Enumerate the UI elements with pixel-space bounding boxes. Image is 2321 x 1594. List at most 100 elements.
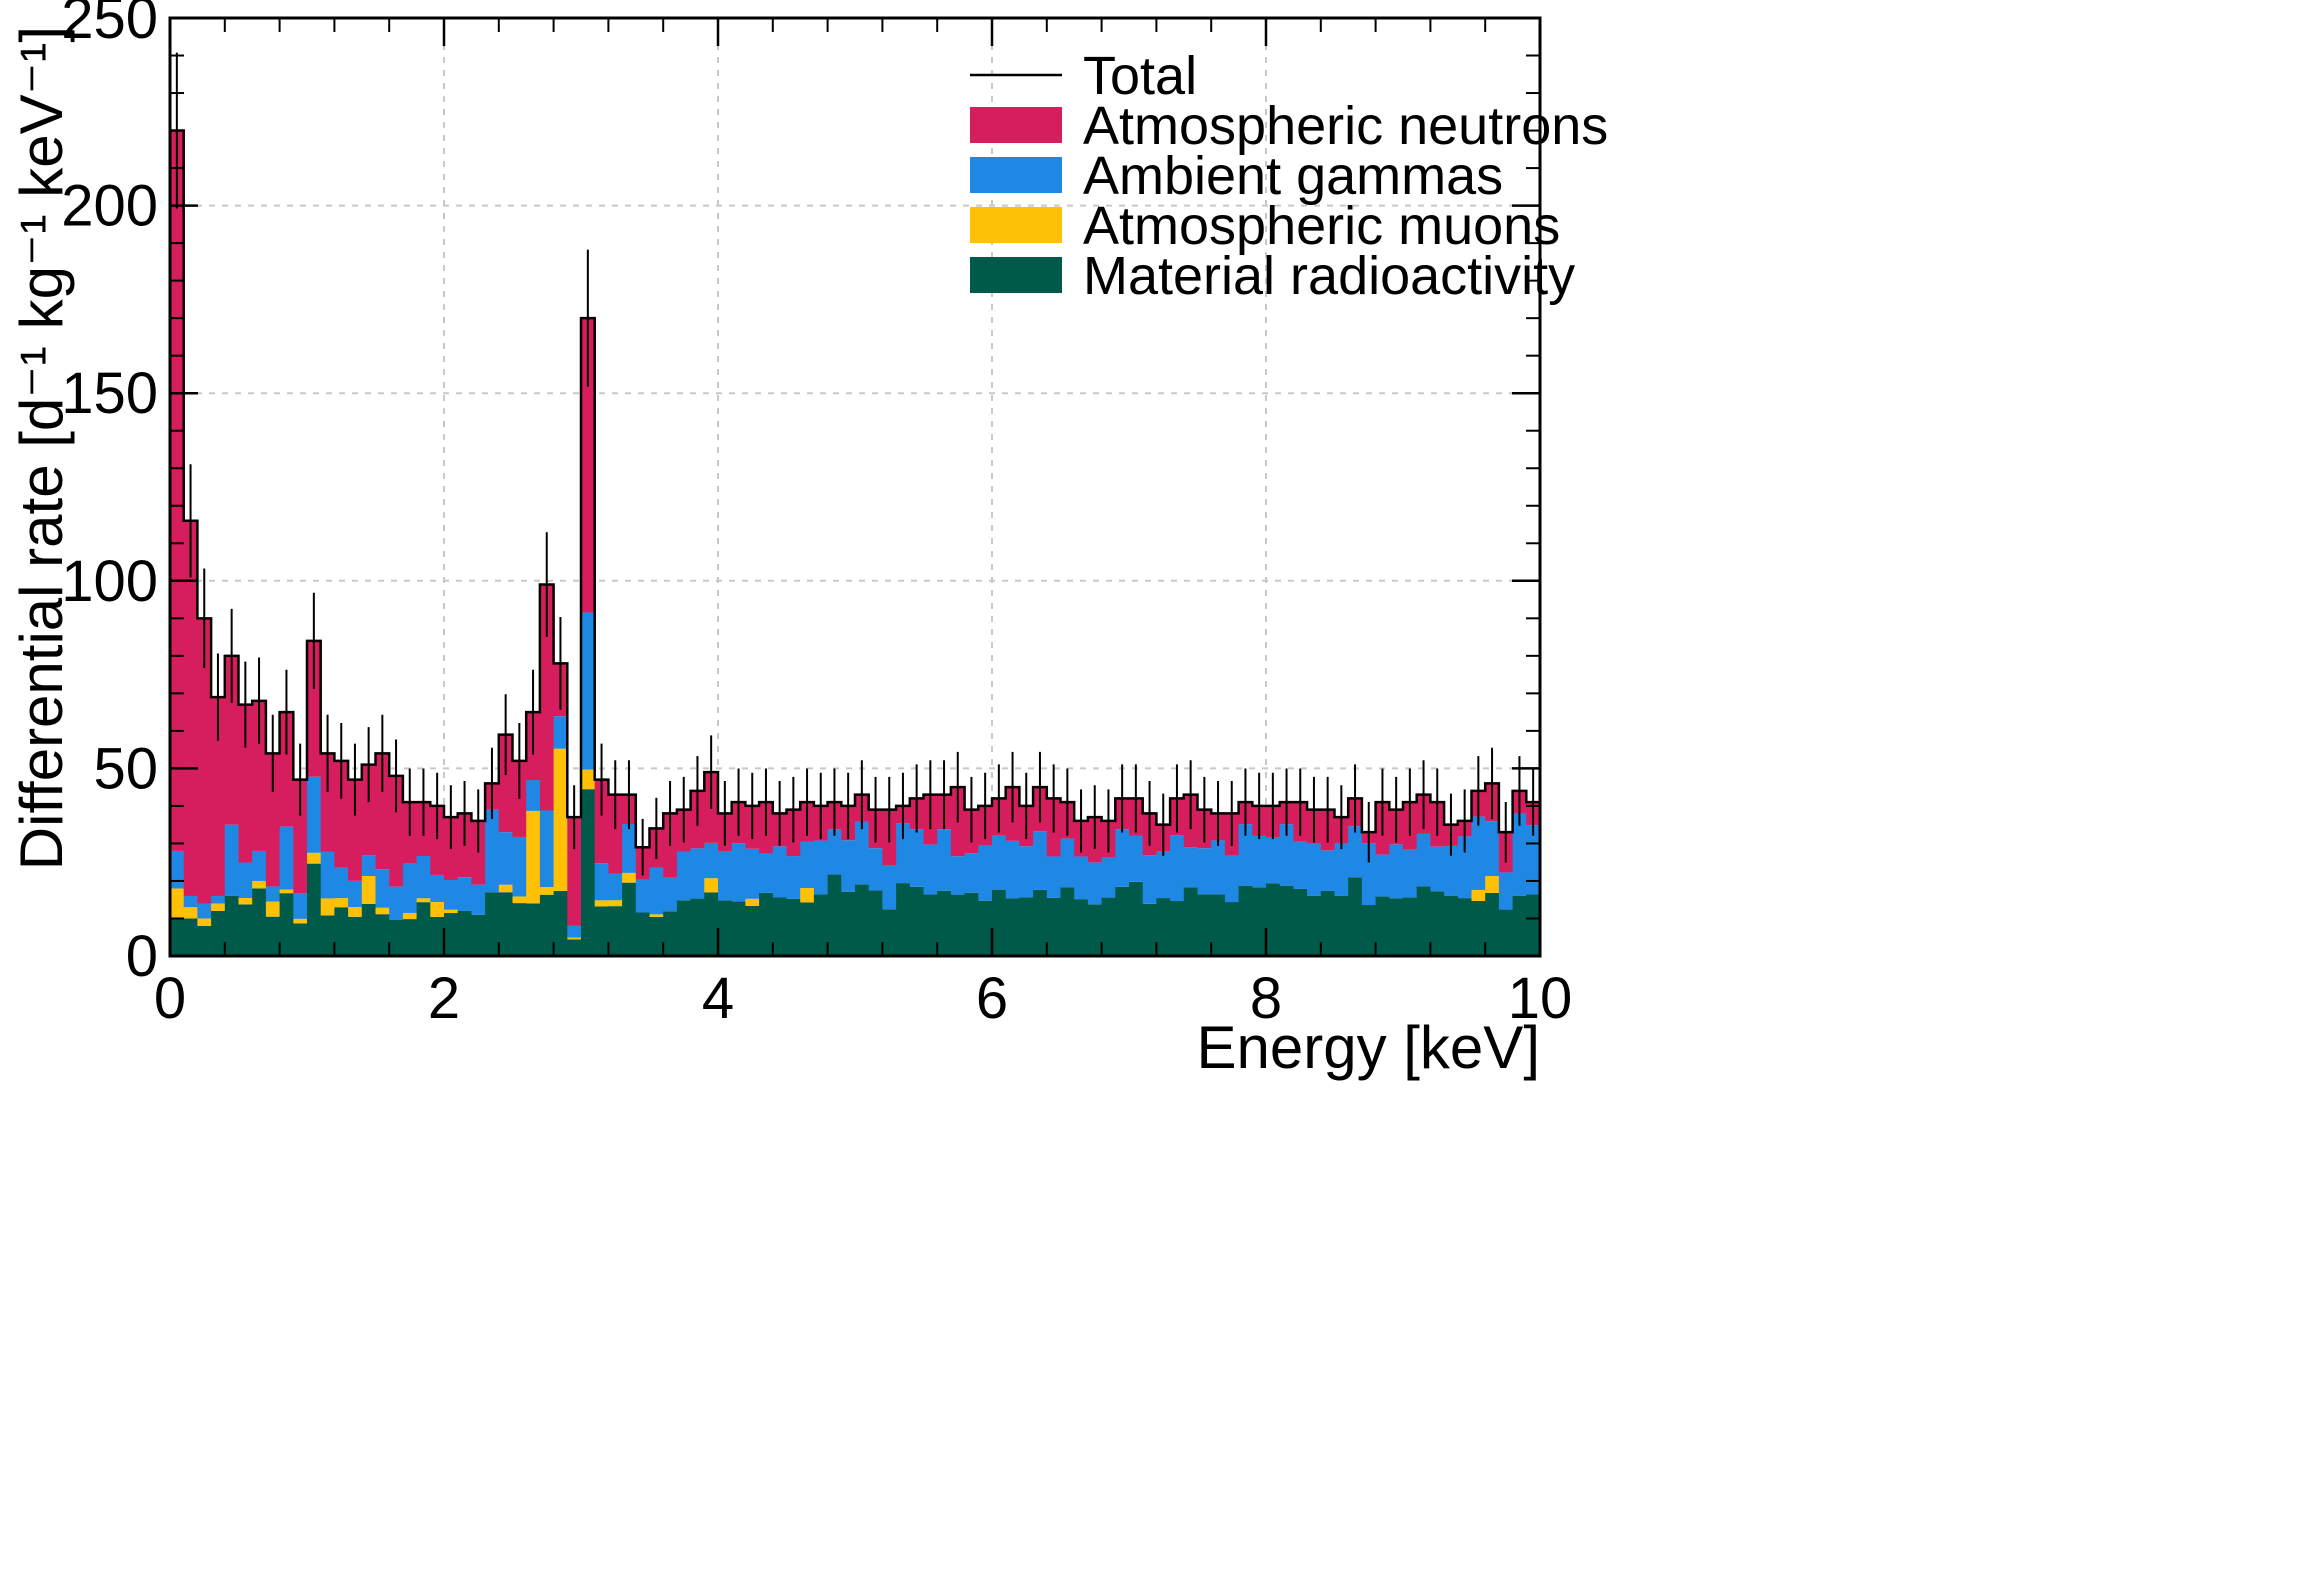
bar-material <box>1019 897 1034 956</box>
bar-material <box>649 916 664 956</box>
bar-muons <box>526 810 541 904</box>
bar-muons <box>622 872 637 883</box>
bar-muons <box>252 880 267 889</box>
bar-material <box>1320 890 1335 956</box>
bar-muons <box>170 888 185 919</box>
bar-gammas <box>1211 840 1226 895</box>
bar-material <box>1485 892 1500 956</box>
bar-material <box>1087 904 1103 956</box>
bar-material <box>978 900 993 956</box>
bar-gammas <box>1142 855 1157 904</box>
bar-gammas <box>197 903 212 919</box>
bar-material <box>1444 895 1459 956</box>
bar-material <box>882 909 897 956</box>
bar-gammas <box>1224 855 1240 903</box>
legend-label-total: Total <box>1083 46 1197 106</box>
bar-neutrons <box>348 779 363 881</box>
bar-gammas <box>361 855 376 876</box>
bar-muons <box>293 918 308 924</box>
bar-material <box>334 907 349 956</box>
bar-gammas <box>868 848 883 891</box>
legend-label-muons: Atmospheric muons <box>1083 196 1560 256</box>
bar-gammas <box>1512 813 1527 896</box>
total-outline <box>170 129 1540 849</box>
bar-muons <box>800 888 815 903</box>
bar-muons <box>265 901 281 917</box>
bar-material <box>1498 909 1514 956</box>
bar-material <box>1307 895 1322 956</box>
bar-material <box>471 914 486 956</box>
bar-material <box>608 906 623 956</box>
bar-muons <box>307 852 322 864</box>
bar-material <box>307 863 322 956</box>
x-tick-label: 4 <box>702 966 734 1031</box>
bar-neutrons <box>389 775 404 887</box>
bar-gammas <box>1252 835 1267 888</box>
y-tick-label: 50 <box>93 736 158 801</box>
legend-label-gammas: Ambient gammas <box>1083 146 1503 206</box>
bar-material <box>170 918 185 956</box>
bar-gammas <box>567 925 582 938</box>
bar-gammas <box>498 832 513 885</box>
bar-material <box>444 913 459 956</box>
bar-gammas <box>649 867 664 915</box>
bar-gammas <box>1101 857 1116 898</box>
bar-gammas <box>444 879 459 910</box>
total-step-line <box>170 129 1540 849</box>
bar-gammas <box>1389 844 1404 899</box>
bar-muons <box>211 903 226 911</box>
bar-material <box>1074 899 1089 956</box>
bar-material <box>1375 896 1390 956</box>
bar-material <box>1170 901 1185 956</box>
bar-material <box>361 903 376 956</box>
bar-gammas <box>1416 833 1431 887</box>
bar-gammas <box>1498 872 1514 910</box>
bar-gammas <box>1115 829 1130 887</box>
bar-neutrons <box>539 584 555 811</box>
bar-muons <box>416 898 431 903</box>
bar-muons <box>539 887 555 895</box>
legend-swatch-neutrons <box>970 107 1062 143</box>
bar-material <box>1046 897 1061 956</box>
bar-muons <box>704 878 719 893</box>
bar-material <box>265 916 281 956</box>
bar-material <box>841 891 856 956</box>
bar-material <box>1457 898 1472 956</box>
bar-material <box>896 883 911 956</box>
bar-material <box>498 892 513 956</box>
bar-gammas <box>704 842 719 879</box>
bar-gammas <box>1485 821 1500 877</box>
bar-material <box>581 789 596 956</box>
bar-muons <box>1485 876 1500 893</box>
bar-material <box>512 903 527 956</box>
bar-gammas <box>800 841 815 889</box>
bar-gammas <box>1087 862 1103 905</box>
bar-gammas <box>827 829 842 875</box>
bar-muons <box>608 900 623 907</box>
bar-gammas <box>663 877 678 912</box>
bar-neutrons <box>279 712 294 827</box>
bar-material <box>279 893 294 956</box>
bar-gammas <box>718 851 733 901</box>
bar-material <box>1334 895 1349 956</box>
bar-gammas <box>1183 847 1198 888</box>
bar-material <box>1430 891 1445 956</box>
y-axis-title: Differential rate [d⁻¹ kg⁻¹ keV⁻¹] <box>8 26 75 870</box>
bar-material <box>1115 886 1130 956</box>
bar-neutrons <box>498 734 513 833</box>
bar-gammas <box>978 845 993 901</box>
x-tick-label: 0 <box>154 966 186 1031</box>
x-tick-label: 6 <box>976 966 1008 1031</box>
bar-gammas <box>1307 843 1322 896</box>
bar-muons <box>183 907 198 919</box>
bar-gammas <box>183 895 198 908</box>
bar-gammas <box>882 865 897 910</box>
bar-material <box>238 904 253 956</box>
bar-neutrons <box>252 700 267 851</box>
bar-material <box>1224 902 1240 956</box>
bar-gammas <box>1444 845 1459 896</box>
bar-material <box>485 892 500 956</box>
legend-swatch-muons <box>970 207 1062 243</box>
